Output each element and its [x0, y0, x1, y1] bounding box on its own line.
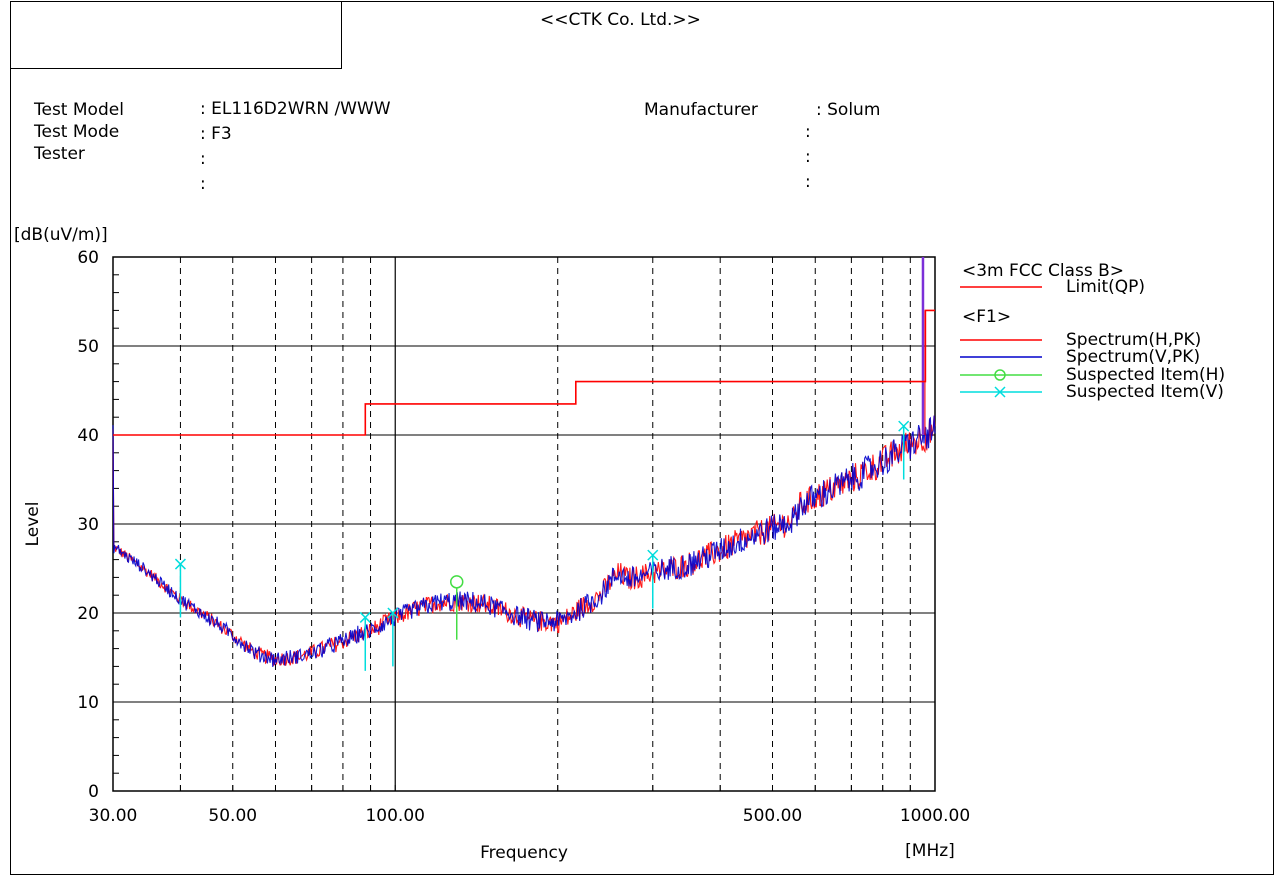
suspected-v-marker: [647, 549, 659, 561]
x-tick-label: 1000.00: [900, 806, 970, 826]
y-tick-label: 20: [77, 604, 99, 624]
x-tick-label: 50.00: [208, 806, 257, 826]
spectrum-v-line: [112, 415, 936, 668]
legend-label: Spectrum(H,PK): [1066, 330, 1201, 350]
legend-group-title: <F1>: [962, 307, 1011, 327]
company-title: <<CTK Co. Ltd.>>: [540, 10, 701, 30]
legend-marker: [994, 386, 1006, 398]
y-axis-ticks: 0 10 20 30 40 50 60: [77, 248, 119, 802]
x-axis-title: Frequency: [480, 843, 568, 863]
suspected-items: [174, 420, 910, 671]
info-labels-left: Test Model Test Mode Tester: [34, 99, 124, 165]
y-unit-label: [dB(uV/m)]: [14, 225, 108, 245]
suspected-v-marker: [898, 420, 910, 432]
suspected-v-marker: [387, 607, 399, 619]
y-tick-label: 0: [88, 782, 99, 802]
legend-label: Spectrum(V,PK): [1066, 347, 1200, 367]
x-tick-label: 500.00: [743, 806, 802, 826]
tester-label: Tester: [34, 144, 85, 164]
y-tick-label: 40: [77, 426, 99, 446]
y-tick-label: 50: [77, 337, 99, 357]
suspected-v-marker: [359, 611, 371, 623]
y-tick-label: 10: [77, 693, 99, 713]
legend: <3m FCC Class B> <F1> Limit(QP) Spectrum(H,…: [960, 261, 1225, 402]
info-values-left: : EL116D2WRN /WWW : F3 : :: [200, 97, 391, 197]
test-mode-label: Test Mode: [34, 122, 120, 142]
info-colons-right: : : :: [805, 120, 811, 195]
x-tick-label: 100.00: [365, 806, 424, 826]
test-mode-value: : F3: [200, 124, 232, 144]
suspected-h-marker: [449, 575, 464, 589]
blank-field-3: :: [805, 147, 811, 167]
tester-value: :: [200, 149, 206, 169]
x-unit-label: [MHz]: [905, 841, 955, 861]
x-axis-ticks: 30.00 50.00 100.00 500.00 1000.00: [89, 785, 970, 826]
spectrum-h-line: [112, 415, 936, 666]
blank-field-2: :: [805, 122, 811, 142]
report-frame: [10, 1, 1274, 875]
y-tick-label: 30: [77, 515, 99, 535]
manufacturer-label: Manufacturer: [644, 100, 758, 120]
legend-marker: [994, 369, 1006, 381]
blank-field-4: :: [805, 172, 811, 192]
manufacturer-value: : Solum: [816, 100, 881, 120]
legend-label: Suspected Item(V): [1066, 382, 1224, 402]
logo-box: [10, 1, 342, 69]
x-tick-label: 30.00: [89, 806, 138, 826]
y-tick-label: 60: [77, 248, 99, 268]
limit-qp-line: [113, 309, 935, 436]
y-axis-title: Level: [23, 502, 43, 547]
legend-label: Limit(QP): [1066, 277, 1145, 297]
legend-group-title: <3m FCC Class B>: [962, 261, 1124, 281]
suspected-v-marker: [174, 558, 186, 570]
test-model-label: Test Model: [34, 100, 124, 120]
legend-label: Suspected Item(H): [1066, 365, 1225, 385]
blank-field-1: :: [200, 174, 206, 194]
test-model-value: : EL116D2WRN /WWW: [200, 99, 391, 119]
